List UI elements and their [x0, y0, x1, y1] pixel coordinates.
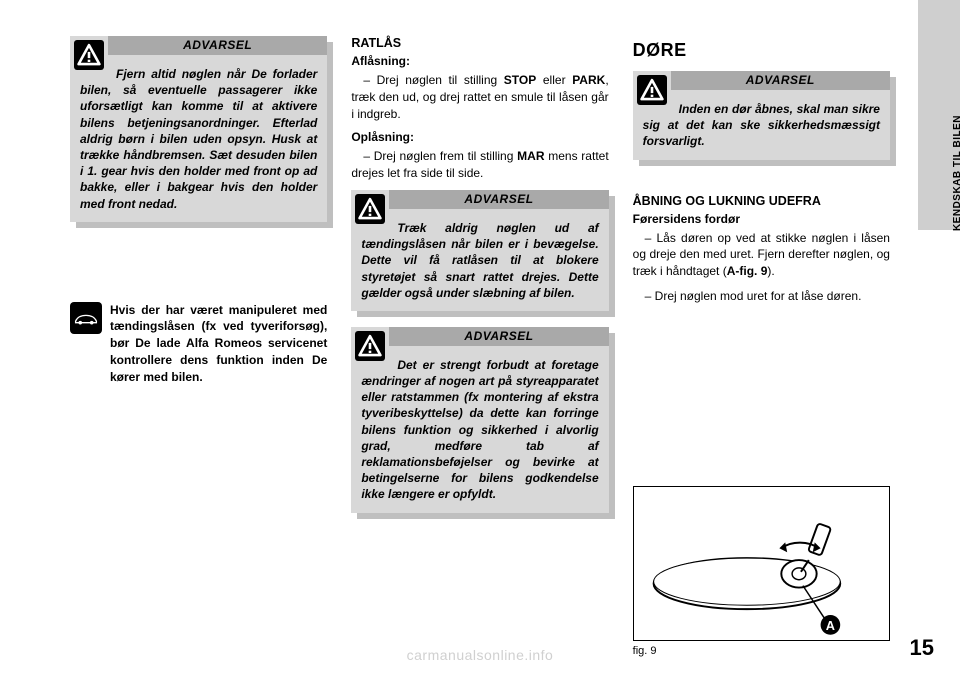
service-note: Hvis der har været manipuleret med tændi…	[70, 302, 327, 386]
warning-box-2: ADVARSEL Træk aldrig nøglen ud af tændin…	[351, 190, 608, 311]
figure-caption: fig. 9	[633, 645, 890, 657]
warning-title: ADVARSEL	[389, 190, 608, 209]
car-service-icon	[70, 302, 102, 334]
lock-para: – Drej nøglen til stilling STOP eller PA…	[351, 72, 608, 130]
side-tab: KENDSKAB TIL BILEN	[918, 0, 960, 230]
column-2: RATLÅS Aflåsning: – Drej nøglen til stil…	[351, 36, 608, 657]
column-3: DØRE ADVARSEL Inden en dør åbnes, skal m…	[633, 36, 890, 657]
warning-box-1: ADVARSEL Fjern altid nøglen når De forla…	[70, 36, 327, 222]
figure-label-a: A	[825, 618, 834, 633]
warning-box-3: ADVARSEL Det er strengt forbudt at foret…	[351, 327, 608, 513]
warning-title: ADVARSEL	[671, 71, 890, 90]
warning-triangle-icon	[637, 75, 667, 105]
service-note-text: Hvis der har været manipuleret med tændi…	[110, 302, 327, 386]
door-paras: – Lås døren op ved at stikke nøglen i lå…	[633, 230, 890, 313]
warning-triangle-icon	[355, 194, 385, 224]
lock-subhead: Aflåsning:	[351, 54, 608, 68]
page-number: 15	[910, 635, 934, 661]
driver-door-sub: Førersidens fordør	[633, 212, 890, 226]
warning-title: ADVARSEL	[389, 327, 608, 346]
figure-9: A	[633, 486, 890, 641]
unlock-subhead: Oplåsning:	[351, 130, 608, 144]
warning-box-4: ADVARSEL Inden en dør åbnes, skal man si…	[633, 71, 890, 160]
side-tab-label: KENDSKAB TIL BILEN	[952, 115, 960, 231]
ratlas-heading: RATLÅS	[351, 36, 608, 50]
warning-text: Fjern altid nøglen når De forlader bilen…	[80, 44, 317, 212]
warning-triangle-icon	[74, 40, 104, 70]
column-1: ADVARSEL Fjern altid nøglen når De forla…	[70, 36, 327, 657]
warning-title: ADVARSEL	[108, 36, 327, 55]
doors-heading: DØRE	[633, 40, 890, 61]
warning-triangle-icon	[355, 331, 385, 361]
warning-text: Træk aldrig nøglen ud af tændingslåsen n…	[361, 198, 598, 301]
manual-page: KENDSKAB TIL BILEN ADVARSEL Fjern altid …	[0, 0, 960, 677]
open-close-head: ÅBNING OG LUKNING UDEFRA	[633, 194, 890, 208]
warning-text: Det er strengt forbudt at foretage ændri…	[361, 335, 598, 503]
unlock-para: – Drej nøglen frem til stilling MAR mens…	[351, 148, 608, 190]
content-columns: ADVARSEL Fjern altid nøglen når De forla…	[70, 36, 890, 657]
